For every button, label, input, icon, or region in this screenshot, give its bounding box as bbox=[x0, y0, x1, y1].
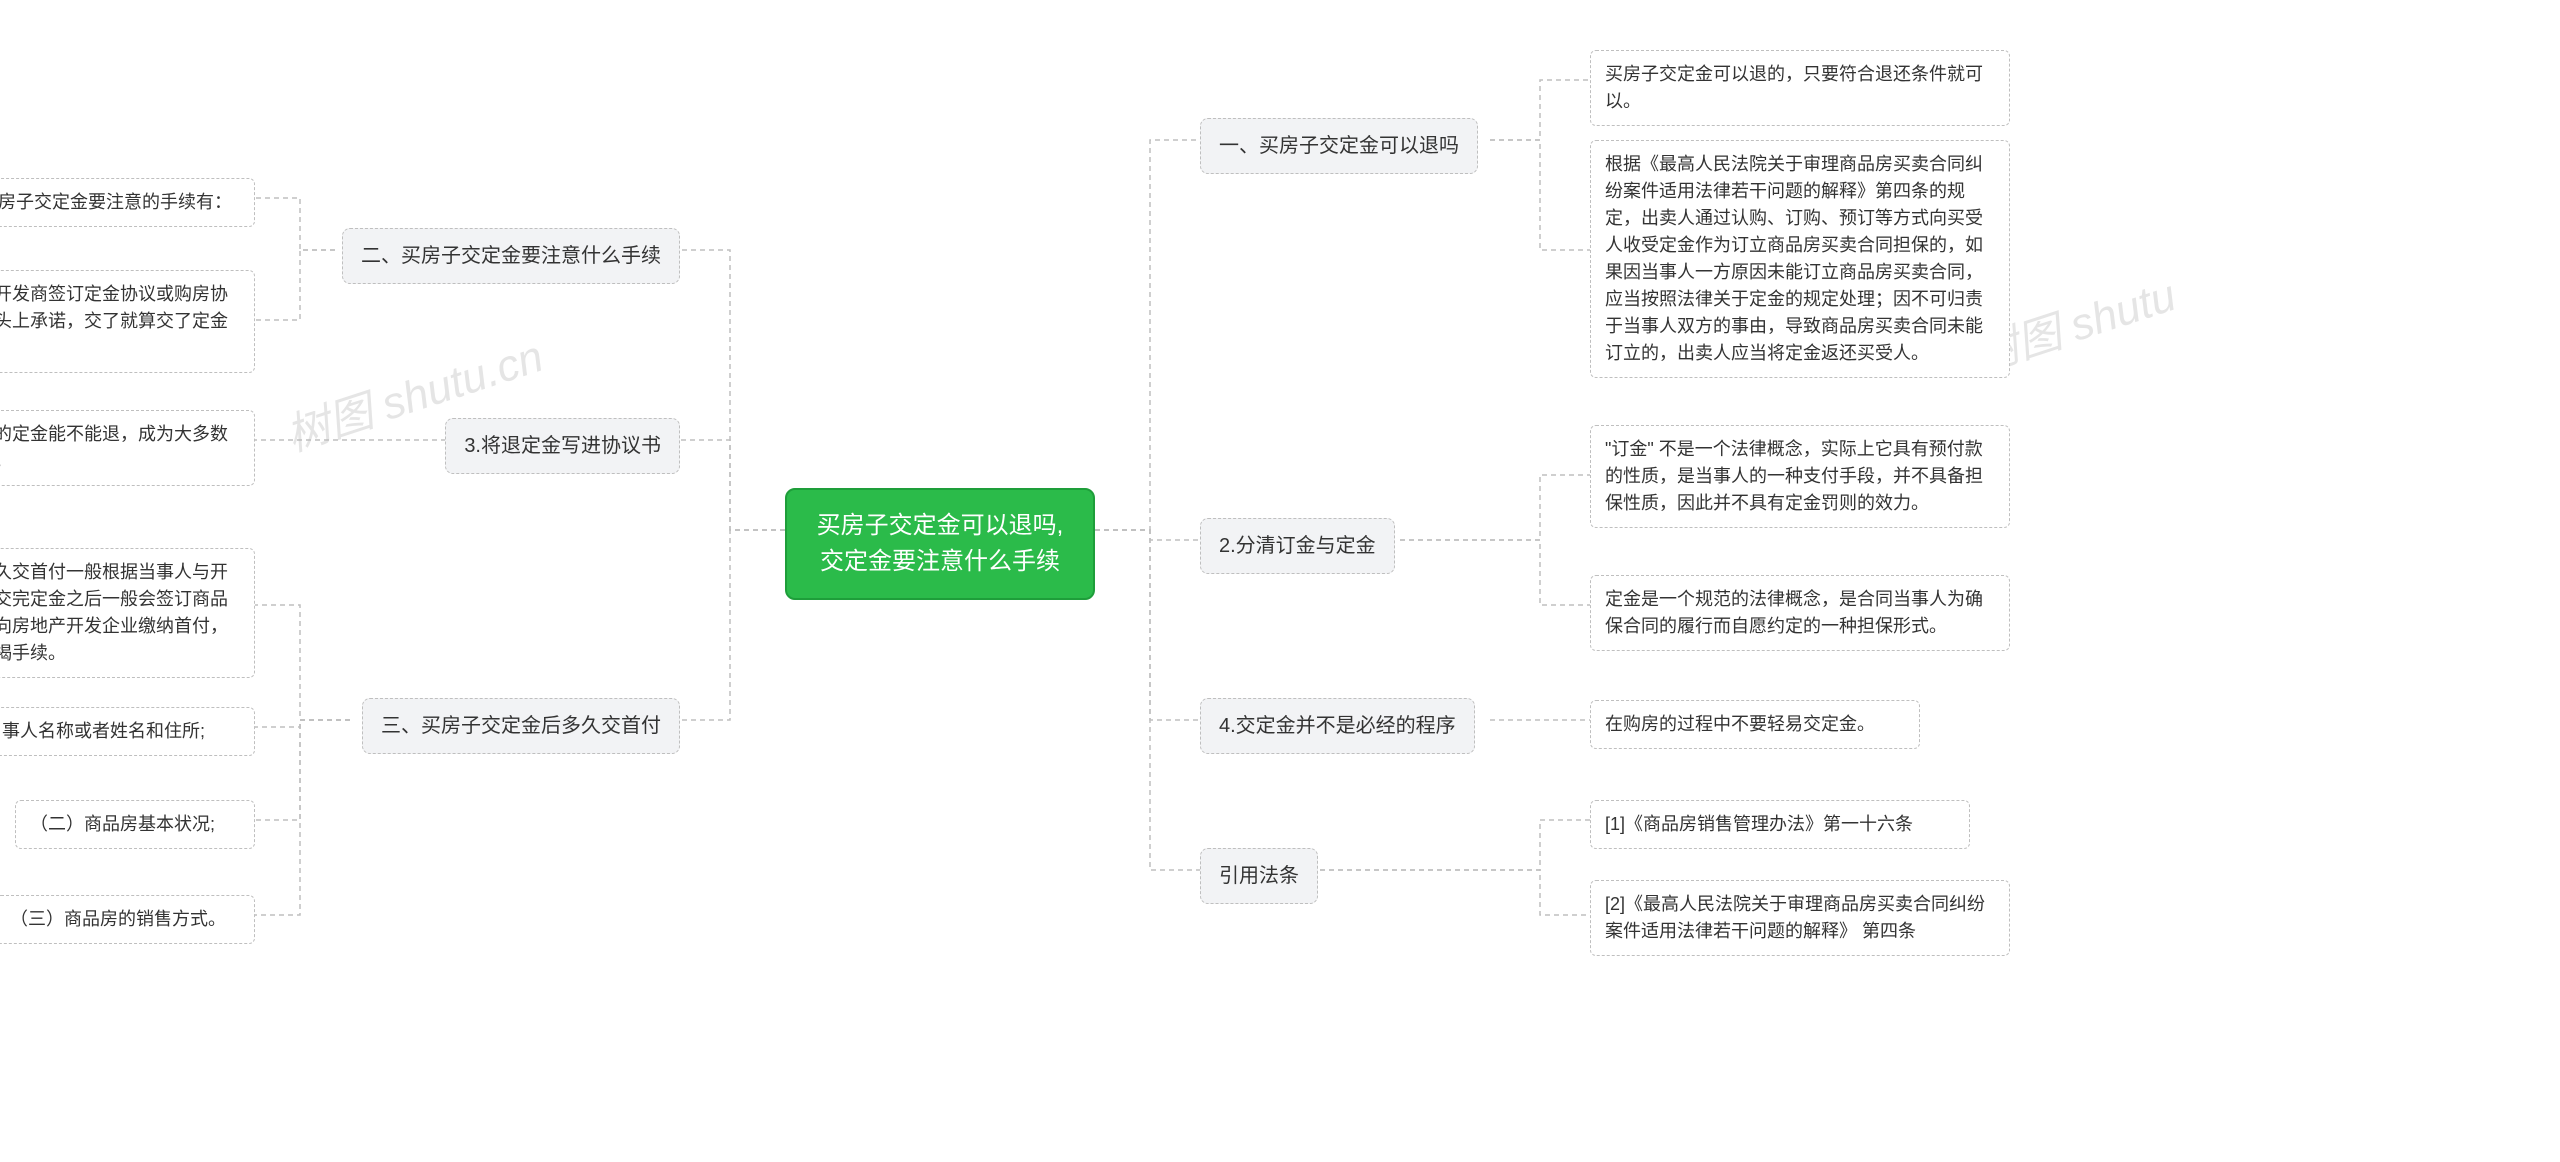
leaf-l1-2: 交定金时一定要和开发商签订定金协议或购房协议书，不能只在口头上承诺，交了就算交了… bbox=[0, 270, 255, 373]
branch-l1: 二、买房子交定金要注意什么手续 bbox=[342, 228, 680, 284]
leaf-r4-2: [2]《最高人民法院关于审理商品房买卖合同纠纷案件适用法律若干问题的解释》 第四… bbox=[1590, 880, 2010, 956]
root-node: 买房子交定金可以退吗, 交定金要注意什么手续 bbox=[785, 488, 1095, 600]
leaf-r2-2: 定金是一个规范的法律概念，是合同当事人为确保合同的履行而自愿约定的一种担保形式。 bbox=[1590, 575, 2010, 651]
branch-l3: 三、买房子交定金后多久交首付 bbox=[362, 698, 680, 754]
root-line2: 交定金要注意什么手续 bbox=[809, 544, 1071, 580]
leaf-l3-3: （二）商品房基本状况; bbox=[15, 800, 255, 849]
branch-l2: 3.将退定金写进协议书 bbox=[445, 418, 680, 474]
leaf-r3-1: 在购房的过程中不要轻易交定金。 bbox=[1590, 700, 1920, 749]
leaf-l1-1: 买房子交定金要注意的手续有： bbox=[0, 178, 255, 227]
leaf-l2-1: 在购买新房时，交的定金能不能退，成为大多数购房者关心的问题。 bbox=[0, 410, 255, 486]
branch-r3: 4.交定金并不是必经的程序 bbox=[1200, 698, 1475, 754]
leaf-r4-1: [1]《商品房销售管理办法》第一十六条 bbox=[1590, 800, 1970, 849]
root-line1: 买房子交定金可以退吗, bbox=[809, 508, 1071, 544]
connectors bbox=[0, 0, 2560, 1162]
leaf-l3-2: （一）当事人名称或者姓名和住所; bbox=[0, 707, 255, 756]
leaf-l3-1: 买房子交定金后多久交首付一般根据当事人与开发商的约定进行，交完定金之后一般会签订… bbox=[0, 548, 255, 678]
leaf-r2-1: "订金" 不是一个法律概念，实际上它具有预付款的性质，是当事人的一种支付手段，并… bbox=[1590, 425, 2010, 528]
branch-r2: 2.分清订金与定金 bbox=[1200, 518, 1395, 574]
branch-r1: 一、买房子交定金可以退吗 bbox=[1200, 118, 1478, 174]
leaf-r1-1: 买房子交定金可以退的，只要符合退还条件就可以。 bbox=[1590, 50, 2010, 126]
leaf-r1-2: 根据《最高人民法院关于审理商品房买卖合同纠纷案件适用法律若干问题的解释》第四条的… bbox=[1590, 140, 2010, 378]
mindmap-canvas: 树图 shutu.cn 树图 shutu bbox=[0, 0, 2560, 1162]
leaf-l3-4: （三）商品房的销售方式。 bbox=[0, 895, 255, 944]
branch-r4: 引用法条 bbox=[1200, 848, 1318, 904]
